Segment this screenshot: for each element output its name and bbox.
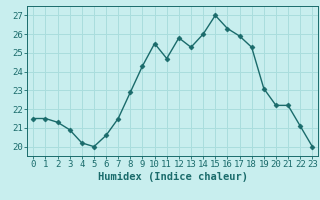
X-axis label: Humidex (Indice chaleur): Humidex (Indice chaleur)	[98, 172, 248, 182]
